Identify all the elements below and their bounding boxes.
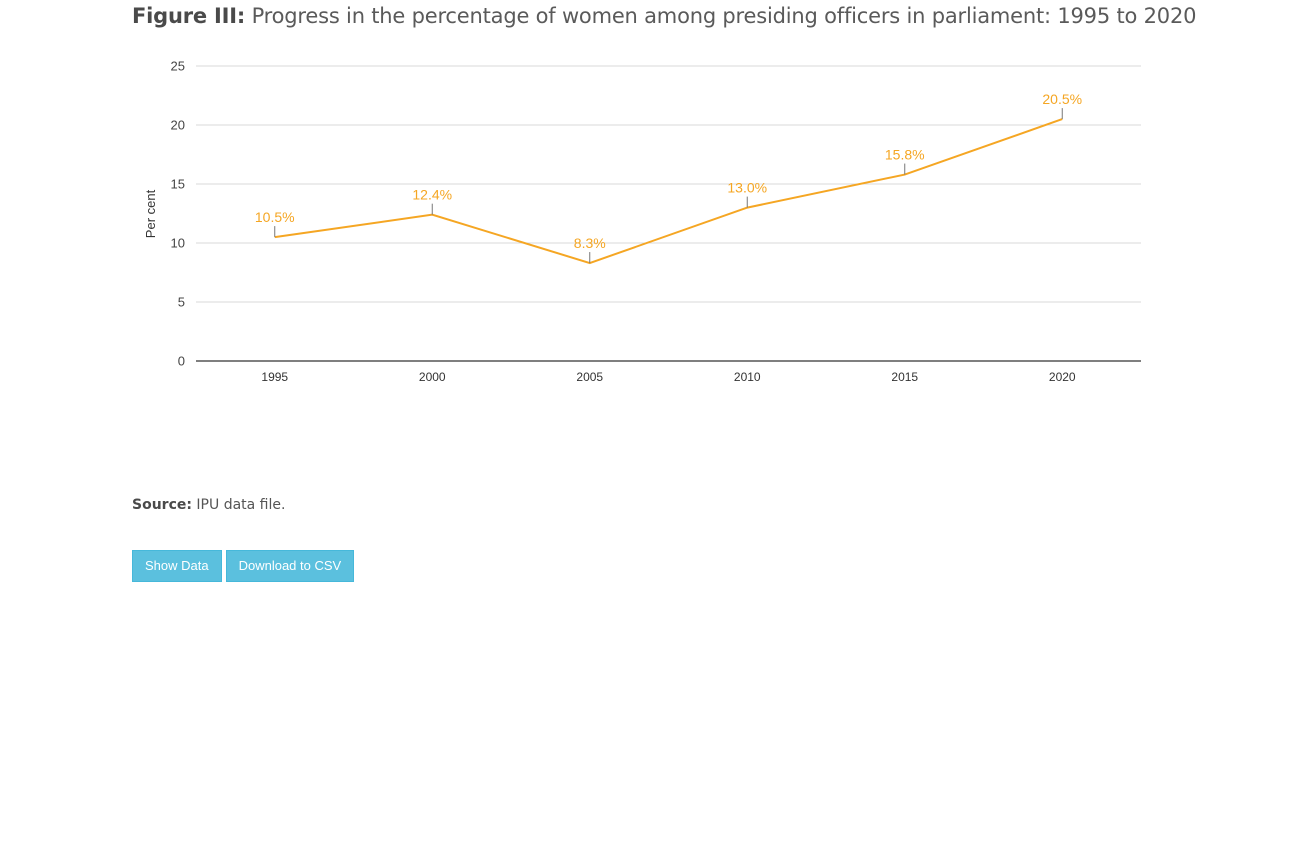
x-tick-label: 1995 [261, 370, 288, 384]
button-group: Show Data Download to CSV [132, 550, 355, 582]
x-axis-ticks: 1995 2000 2005 2010 2015 2020 [261, 370, 1076, 384]
data-label: 13.0% [727, 180, 767, 196]
figure-label: Figure III: [132, 4, 246, 28]
data-label: 8.3% [574, 235, 606, 251]
figure-title-text: Progress in the percentage of women amon… [251, 4, 1197, 28]
figure-title: Figure III: Progress in the percentage o… [132, 4, 1196, 28]
data-label: 20.5% [1042, 91, 1082, 107]
data-label: 15.8% [885, 147, 925, 163]
y-tick-label: 10 [171, 236, 185, 251]
y-tick-label: 15 [171, 177, 185, 192]
y-tick-label: 25 [171, 59, 185, 74]
source-note: Source: IPU data file. [132, 497, 285, 513]
y-axis-ticks: 0 5 10 15 20 25 [171, 59, 185, 369]
gridlines [196, 65, 1141, 362]
series-line-group [274, 118, 1063, 265]
x-tick-label: 2005 [576, 370, 603, 384]
source-label: Source: [132, 497, 192, 513]
data-label: 12.4% [412, 187, 452, 203]
download-csv-button[interactable]: Download to CSV [225, 550, 355, 582]
data-labels: 10.5% 12.4% 8.3% 13.0% 15.8% 20.5% [255, 91, 1082, 264]
show-data-button[interactable]: Show Data [132, 550, 222, 582]
source-text: IPU data file. [196, 497, 286, 513]
x-tick-label: 2010 [734, 370, 761, 384]
x-tick-label: 2015 [891, 370, 918, 384]
series-line [274, 118, 1063, 265]
y-tick-label: 5 [178, 295, 185, 310]
line-chart: 0 5 10 15 20 25 1995 2000 2005 2010 2015 2020 Per … [143, 59, 1141, 384]
y-tick-label: 0 [178, 354, 185, 369]
y-tick-label: 20 [171, 118, 185, 133]
y-axis-label: Per cent [143, 189, 158, 238]
x-tick-label: 2000 [419, 370, 446, 384]
data-label: 10.5% [255, 209, 295, 225]
x-tick-label: 2020 [1049, 370, 1076, 384]
